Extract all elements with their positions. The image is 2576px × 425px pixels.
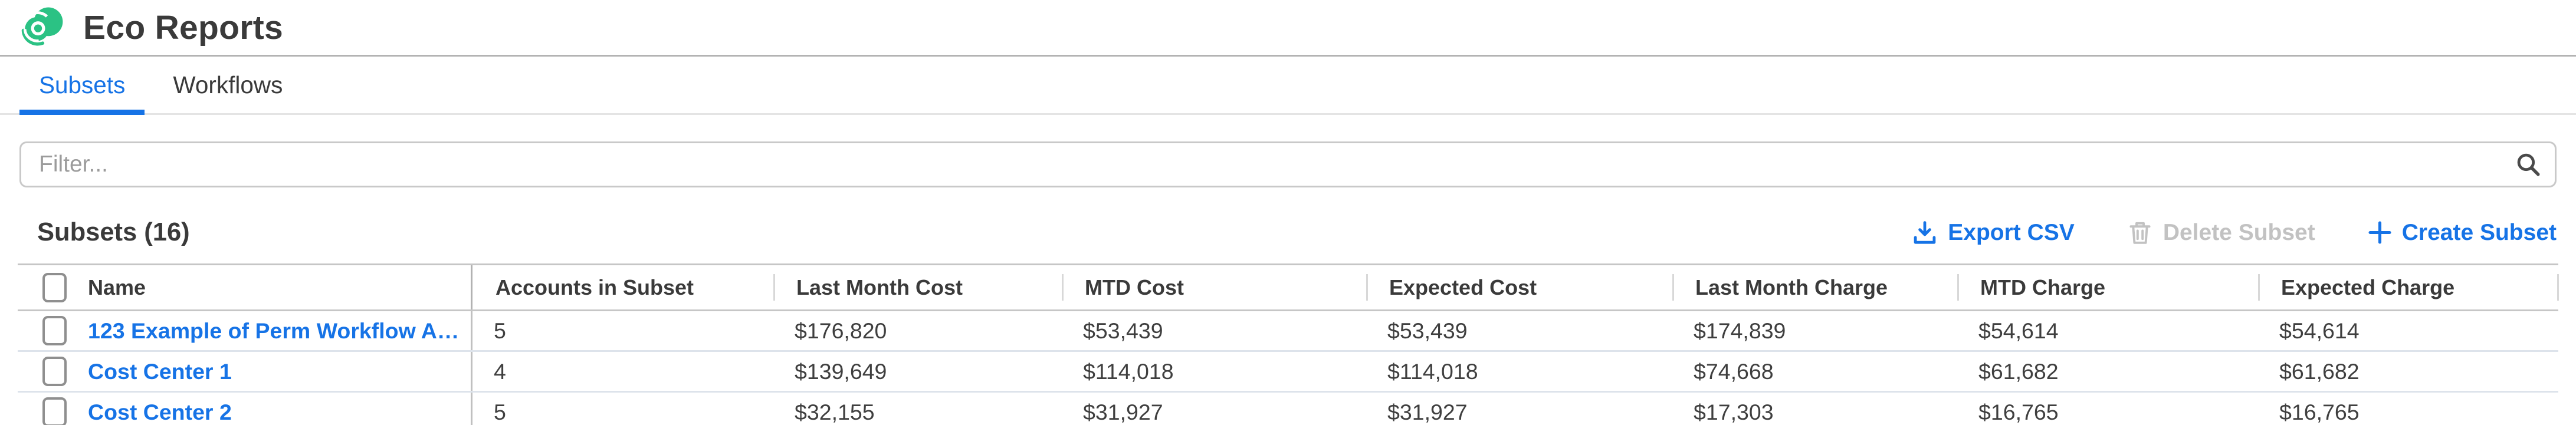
page-title: Eco Reports — [83, 8, 284, 47]
row-name-cell: Cost Center 1 — [18, 352, 472, 391]
row-name-cell: Cost Center 2 — [18, 393, 472, 425]
row-name-cell: 123 Example of Perm Workflow Association — [18, 311, 472, 350]
column-header-expected-charge: Expected Charge — [2258, 265, 2559, 309]
filter-container — [19, 141, 2557, 187]
app-header: Eco Reports — [0, 0, 2576, 57]
mtd-cost-cell: $53,439 — [1083, 318, 1163, 343]
subsets-table: Name Accounts in Subset Last Month Cost … — [18, 263, 2559, 425]
accounts-cell: 5 — [494, 318, 506, 343]
expected-charge-cell: $54,614 — [2279, 318, 2360, 343]
column-header-last-month-charge: Last Month Charge — [1672, 265, 1957, 309]
create-subset-button[interactable]: Create Subset — [2368, 220, 2557, 246]
select-all-checkbox[interactable] — [42, 272, 67, 302]
accounts-cell: 5 — [494, 399, 506, 424]
subset-name-link[interactable]: Cost Center 1 — [88, 358, 232, 384]
plus-icon — [2368, 221, 2391, 244]
accounts-cell: 4 — [494, 358, 506, 384]
expected-charge-cell: $61,682 — [2279, 358, 2360, 384]
tab-subsets[interactable]: Subsets — [19, 57, 145, 115]
expected-cost-cell: $114,018 — [1387, 358, 1478, 384]
table-header-row: Name Accounts in Subset Last Month Cost … — [18, 263, 2559, 311]
column-header-mtd-cost: MTD Cost — [1062, 265, 1366, 309]
table-actions: Export CSV Delete Subset Create Subset — [1912, 220, 2557, 246]
tab-bar: Subsets Workflows — [0, 57, 2576, 115]
tab-subsets-label: Subsets — [39, 71, 126, 98]
delete-subset-button[interactable]: Delete Subset — [2128, 220, 2315, 246]
table-row: Cost Center 1 4 $139,649 $114,018 $114,0… — [18, 352, 2558, 393]
row-checkbox[interactable] — [42, 316, 67, 345]
row-checkbox[interactable] — [42, 357, 67, 386]
last-month-cost-cell: $139,649 — [795, 358, 887, 384]
column-header-expected-cost: Expected Cost — [1366, 265, 1672, 309]
trash-icon — [2129, 222, 2151, 244]
column-header-name-label: Name — [88, 275, 146, 299]
expected-cost-cell: $31,927 — [1387, 399, 1468, 424]
tab-workflows[interactable]: Workflows — [153, 57, 302, 113]
mtd-cost-cell: $31,927 — [1083, 399, 1163, 424]
subset-name-link[interactable]: 123 Example of Perm Workflow Association — [88, 318, 471, 343]
mtd-charge-cell: $16,765 — [1978, 399, 2059, 424]
last-month-charge-cell: $174,839 — [1694, 318, 1786, 343]
search-icon — [2516, 152, 2541, 177]
mtd-charge-cell: $54,614 — [1978, 318, 2059, 343]
download-icon — [1914, 220, 1936, 244]
section-title: Subsets (16) — [37, 218, 190, 246]
expected-cost-cell: $53,439 — [1387, 318, 1468, 343]
column-header-name: Name — [18, 265, 472, 309]
expected-charge-cell: $16,765 — [2279, 399, 2360, 424]
subset-name-link[interactable]: Cost Center 2 — [88, 399, 232, 424]
mtd-cost-cell: $114,018 — [1083, 358, 1174, 384]
export-csv-label: Export CSV — [1948, 219, 2075, 245]
create-subset-label: Create Subset — [2401, 219, 2557, 245]
table-row: 123 Example of Perm Workflow Association… — [18, 311, 2558, 352]
export-csv-button[interactable]: Export CSV — [1912, 220, 2075, 246]
section-header: Subsets (16) Export CSV Delete Subset — [37, 218, 2557, 248]
mtd-charge-cell: $61,682 — [1978, 358, 2059, 384]
tab-workflows-label: Workflows — [173, 71, 283, 98]
last-month-cost-cell: $32,155 — [795, 399, 875, 424]
last-month-charge-cell: $74,668 — [1694, 358, 1774, 384]
last-month-cost-cell: $176,820 — [795, 318, 887, 343]
delete-subset-label: Delete Subset — [2162, 219, 2315, 245]
last-month-charge-cell: $17,303 — [1694, 399, 1774, 424]
table-row: Cost Center 2 5 $32,155 $31,927 $31,927 … — [18, 393, 2558, 425]
column-header-last-month-cost: Last Month Cost — [773, 265, 1062, 309]
column-header-accounts: Accounts in Subset — [495, 275, 694, 299]
brand-logo-icon — [21, 7, 63, 46]
row-checkbox[interactable] — [42, 397, 67, 425]
column-header-mtd-charge: MTD Charge — [1957, 265, 2258, 309]
filter-input[interactable] — [19, 141, 2557, 187]
